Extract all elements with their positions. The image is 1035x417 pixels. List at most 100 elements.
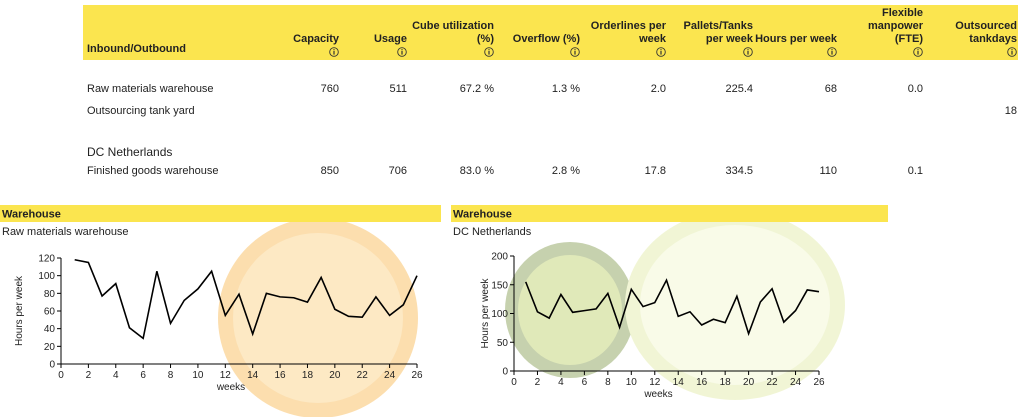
panel-title: Warehouse <box>2 209 61 221</box>
info-icon <box>397 47 407 57</box>
spacer-row <box>83 121 1018 141</box>
x-tick-label: 14 <box>247 370 259 381</box>
cell: 760 <box>320 83 339 95</box>
cell <box>270 100 340 121</box>
cell <box>924 78 1018 100</box>
info-icon <box>743 47 753 57</box>
column-header: Pallets/Tanks per week <box>667 5 754 60</box>
column-header: Orderlines per week <box>581 5 667 60</box>
x-tick-label: 20 <box>329 370 341 381</box>
info-icon <box>329 47 339 57</box>
y-tick-label: 80 <box>44 289 56 300</box>
y-tick-label: 0 <box>49 360 55 371</box>
cell: 110 <box>819 165 837 177</box>
x-tick-label: 12 <box>649 377 661 388</box>
cell: 83.0 % <box>459 165 494 177</box>
cell: 0.1 <box>907 165 923 177</box>
panel-title-bar <box>451 205 888 222</box>
cell <box>495 100 581 121</box>
header-label: Capacity <box>293 33 339 45</box>
y-tick-label: 150 <box>491 280 508 291</box>
x-tick-label: 24 <box>790 377 802 388</box>
x-tick-label: 10 <box>626 377 638 388</box>
cell <box>408 100 495 121</box>
x-axis-label: weeks <box>216 382 245 393</box>
y-tick-label: 120 <box>38 254 55 265</box>
y-tick-label: 20 <box>44 342 56 353</box>
y-tick-label: 200 <box>491 252 508 263</box>
cell: 334.5 <box>725 165 753 177</box>
x-tick-label: 12 <box>220 370 232 381</box>
info-icon <box>827 47 837 57</box>
header-label: Cube utilization (%) <box>412 20 494 45</box>
group-label: DC Netherlands <box>87 145 173 159</box>
spacer <box>83 60 1018 78</box>
background-fruit <box>218 210 845 417</box>
column-header: Outsourced tankdays <box>924 5 1018 60</box>
y-tick-label: 40 <box>44 324 56 335</box>
cell: 68 <box>824 83 837 95</box>
table-row: Outsourcing tank yard 18 <box>83 100 1018 121</box>
column-header: Hours per week <box>754 5 838 60</box>
spacer <box>83 121 1018 141</box>
y-axis-label: Hours per week <box>14 275 25 346</box>
x-tick-label: 2 <box>535 377 541 388</box>
summary-table: Inbound/Outbound Capacity Usage Cube utiliz… <box>83 5 1018 179</box>
cell: 2.0 <box>650 83 666 95</box>
y-tick-label: 0 <box>502 367 508 378</box>
x-tick-label: 0 <box>511 377 517 388</box>
x-tick-label: 20 <box>743 377 755 388</box>
cell: 225.4 <box>725 83 753 95</box>
data-line <box>524 278 820 337</box>
cell: 18 <box>1004 104 1017 117</box>
column-header: Inbound/Outbound <box>83 5 270 60</box>
header-label: Orderlines per week <box>590 20 666 45</box>
cell <box>838 100 924 121</box>
cell: 1.3 % <box>551 83 580 95</box>
x-tick-label: 22 <box>357 370 369 381</box>
header-label: Pallets/Tanks per week <box>683 20 754 45</box>
cell: 0.0 <box>907 83 923 95</box>
x-tick-label: 18 <box>720 377 732 388</box>
cell <box>340 100 408 121</box>
x-tick-label: 2 <box>86 370 92 381</box>
header-row: Inbound/Outbound Capacity Usage Cube utiliz… <box>83 5 1018 60</box>
x-axis-label: weeks <box>643 389 672 400</box>
header-label: Usage <box>373 33 407 45</box>
info-icon <box>570 47 580 57</box>
info-icon <box>913 47 923 57</box>
table-row: Raw materials warehouse 760 511 67.2 % 1.3 %… <box>83 78 1018 100</box>
x-tick-label: 22 <box>767 377 779 388</box>
x-tick-label: 14 <box>673 377 685 388</box>
panel-title-bar <box>0 205 441 222</box>
x-tick-label: 8 <box>605 377 611 388</box>
x-tick-label: 8 <box>168 370 174 381</box>
column-header: Usage <box>340 5 408 60</box>
x-tick-label: 16 <box>696 377 708 388</box>
x-tick-label: 18 <box>302 370 314 381</box>
cell: 850 <box>320 165 339 177</box>
cell: 67.2 % <box>459 83 494 95</box>
cell <box>924 163 1018 179</box>
column-header: Flexible manpower (FTE) <box>838 5 924 60</box>
header-label: Flexible manpower (FTE) <box>867 7 923 45</box>
table-row: Finished goods warehouse 850 706 83.0 % 2.8 … <box>83 163 1018 179</box>
row-label: Raw materials warehouse <box>87 83 214 95</box>
spacer-row <box>83 60 1018 78</box>
info-icon <box>1007 47 1017 57</box>
y-axis-label: Hours per week <box>480 277 491 348</box>
column-header: Capacity <box>270 5 340 60</box>
row-label: Outsourcing tank yard <box>87 104 195 117</box>
panel-title: Warehouse <box>453 209 512 221</box>
info-icon <box>484 47 494 57</box>
column-header: Cube utilization (%) <box>408 5 495 60</box>
y-tick-label: 60 <box>44 307 56 318</box>
header-label: Inbound/Outbound <box>87 43 186 55</box>
x-tick-label: 26 <box>813 377 825 388</box>
x-tick-label: 0 <box>58 370 64 381</box>
row-label: Finished goods warehouse <box>87 165 219 177</box>
panel-subtitle: DC Netherlands <box>453 226 532 238</box>
y-tick-label: 100 <box>38 271 55 282</box>
x-tick-label: 6 <box>140 370 146 381</box>
table-body: Raw materials warehouse 760 511 67.2 % 1.3 %… <box>83 60 1018 179</box>
